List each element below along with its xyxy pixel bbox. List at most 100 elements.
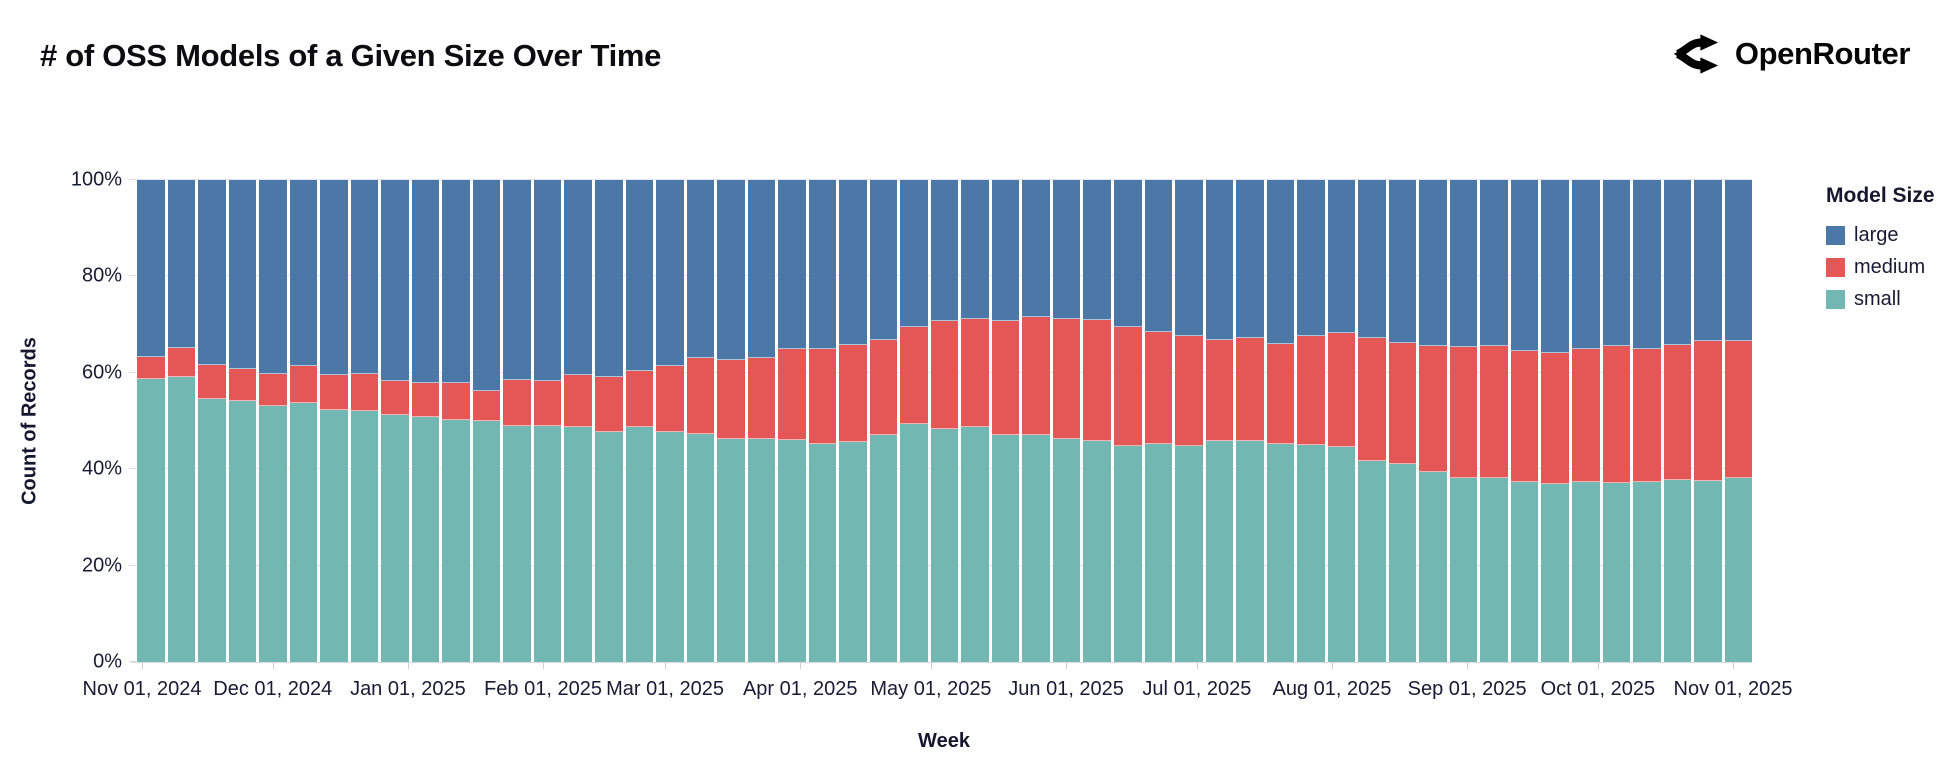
bar-week-2025-01-19[interactable] (503, 180, 531, 662)
bar-segment-medium[interactable] (167, 348, 196, 378)
bar-segment-small[interactable] (503, 425, 531, 662)
bar-week-2024-12-29[interactable] (411, 180, 440, 662)
bar-segment-large[interactable] (137, 180, 165, 358)
bar-segment-medium[interactable] (1144, 331, 1173, 445)
bar-segment-large[interactable] (1083, 180, 1111, 320)
bar-segment-medium[interactable] (839, 345, 867, 443)
bar-segment-small[interactable] (289, 403, 318, 662)
bar-segment-small[interactable] (1724, 478, 1753, 662)
bar-segment-medium[interactable] (1083, 319, 1111, 441)
bar-segment-small[interactable] (442, 419, 470, 662)
bar-week-2025-03-30[interactable] (808, 180, 837, 662)
bar-week-2025-05-25[interactable] (1052, 180, 1081, 662)
bar-segment-small[interactable] (1633, 482, 1661, 662)
bar-week-2025-04-20[interactable] (900, 180, 928, 662)
bar-segment-large[interactable] (778, 180, 806, 350)
bar-segment-medium[interactable] (320, 375, 348, 410)
bar-segment-small[interactable] (656, 431, 684, 662)
bar-segment-large[interactable] (228, 180, 257, 370)
bar-segment-medium[interactable] (1663, 344, 1692, 480)
bar-week-2025-02-09[interactable] (594, 180, 623, 662)
bar-segment-medium[interactable] (1541, 352, 1569, 485)
bar-segment-large[interactable] (1694, 180, 1722, 341)
bar-segment-large[interactable] (1175, 180, 1203, 336)
bar-week-2025-10-19[interactable] (1694, 180, 1722, 662)
bar-week-2025-03-16[interactable] (747, 180, 776, 662)
bar-segment-small[interactable] (930, 429, 959, 662)
bar-segment-small[interactable] (137, 379, 165, 662)
legend-entry-large[interactable]: large (1826, 224, 1946, 247)
bar-week-2025-04-13[interactable] (869, 180, 898, 662)
bar-segment-medium[interactable] (564, 375, 592, 427)
bar-segment-large[interactable] (1571, 180, 1600, 350)
bar-segment-medium[interactable] (594, 376, 623, 432)
bar-segment-small[interactable] (1175, 445, 1203, 662)
bar-segment-large[interactable] (625, 180, 654, 371)
bar-segment-small[interactable] (808, 444, 837, 662)
bar-segment-small[interactable] (839, 442, 867, 662)
bar-segment-large[interactable] (1449, 180, 1478, 347)
bar-segment-medium[interactable] (1175, 335, 1203, 446)
bar-week-2025-07-06[interactable] (1236, 180, 1264, 662)
bar-segment-small[interactable] (1358, 461, 1386, 662)
bar-segment-large[interactable] (747, 180, 776, 359)
bar-week-2025-03-23[interactable] (778, 180, 806, 662)
bar-week-2025-05-11[interactable] (991, 180, 1020, 662)
bar-week-2025-09-14[interactable] (1541, 180, 1569, 662)
legend-entry-medium[interactable]: medium (1826, 256, 1946, 279)
bar-segment-small[interactable] (869, 435, 898, 662)
bar-segment-small[interactable] (1297, 444, 1325, 662)
bar-segment-medium[interactable] (1205, 340, 1234, 441)
bar-segment-medium[interactable] (778, 349, 806, 440)
bar-week-2024-12-08[interactable] (320, 180, 348, 662)
bar-week-2024-10-27[interactable] (137, 180, 165, 662)
bar-week-2025-07-20[interactable] (1297, 180, 1325, 662)
bar-week-2025-05-04[interactable] (961, 180, 989, 662)
bar-segment-large[interactable] (1052, 180, 1081, 319)
bar-week-2025-10-05[interactable] (1633, 180, 1661, 662)
bar-segment-small[interactable] (747, 438, 776, 662)
bar-week-2025-09-21[interactable] (1571, 180, 1600, 662)
bar-segment-small[interactable] (1144, 444, 1173, 662)
bar-week-2025-10-12[interactable] (1663, 180, 1692, 662)
bar-week-2024-12-15[interactable] (350, 180, 379, 662)
bar-segment-small[interactable] (167, 377, 196, 662)
bar-segment-large[interactable] (1724, 180, 1753, 342)
bar-week-2024-11-10[interactable] (198, 180, 226, 662)
bar-segment-small[interactable] (594, 431, 623, 662)
bar-week-2025-04-27[interactable] (930, 180, 959, 662)
bar-segment-large[interactable] (1358, 180, 1386, 339)
bar-segment-medium[interactable] (1022, 317, 1050, 435)
bar-segment-medium[interactable] (472, 391, 501, 422)
bar-segment-small[interactable] (991, 434, 1020, 662)
bar-segment-large[interactable] (381, 180, 409, 381)
bar-segment-medium[interactable] (228, 369, 257, 402)
bar-week-2024-11-24[interactable] (259, 180, 287, 662)
bar-segment-large[interactable] (961, 180, 989, 319)
bar-segment-large[interactable] (717, 180, 745, 360)
bar-segment-medium[interactable] (869, 339, 898, 436)
bar-segment-medium[interactable] (1633, 349, 1661, 483)
bar-segment-small[interactable] (1510, 482, 1539, 662)
bar-segment-large[interactable] (198, 180, 226, 366)
bar-segment-large[interactable] (503, 180, 531, 381)
bar-segment-large[interactable] (869, 180, 898, 340)
legend-entry-small[interactable]: small (1826, 288, 1946, 311)
bar-segment-large[interactable] (1022, 180, 1050, 318)
bar-segment-medium[interactable] (1266, 343, 1295, 445)
bar-segment-large[interactable] (320, 180, 348, 376)
bar-segment-small[interactable] (1602, 482, 1631, 662)
bar-segment-small[interactable] (686, 434, 715, 662)
bar-week-2025-09-07[interactable] (1510, 180, 1539, 662)
bar-segment-small[interactable] (1114, 445, 1142, 662)
bar-segment-large[interactable] (594, 180, 623, 377)
bar-week-2025-01-26[interactable] (533, 180, 562, 662)
bar-segment-large[interactable] (259, 180, 287, 374)
bar-segment-small[interactable] (900, 424, 928, 662)
bar-segment-medium[interactable] (1694, 340, 1722, 481)
bar-segment-small[interactable] (961, 426, 989, 662)
bar-segment-small[interactable] (228, 401, 257, 662)
bar-segment-small[interactable] (717, 438, 745, 662)
bar-week-2025-02-02[interactable] (564, 180, 592, 662)
bar-week-2024-12-22[interactable] (381, 180, 409, 662)
